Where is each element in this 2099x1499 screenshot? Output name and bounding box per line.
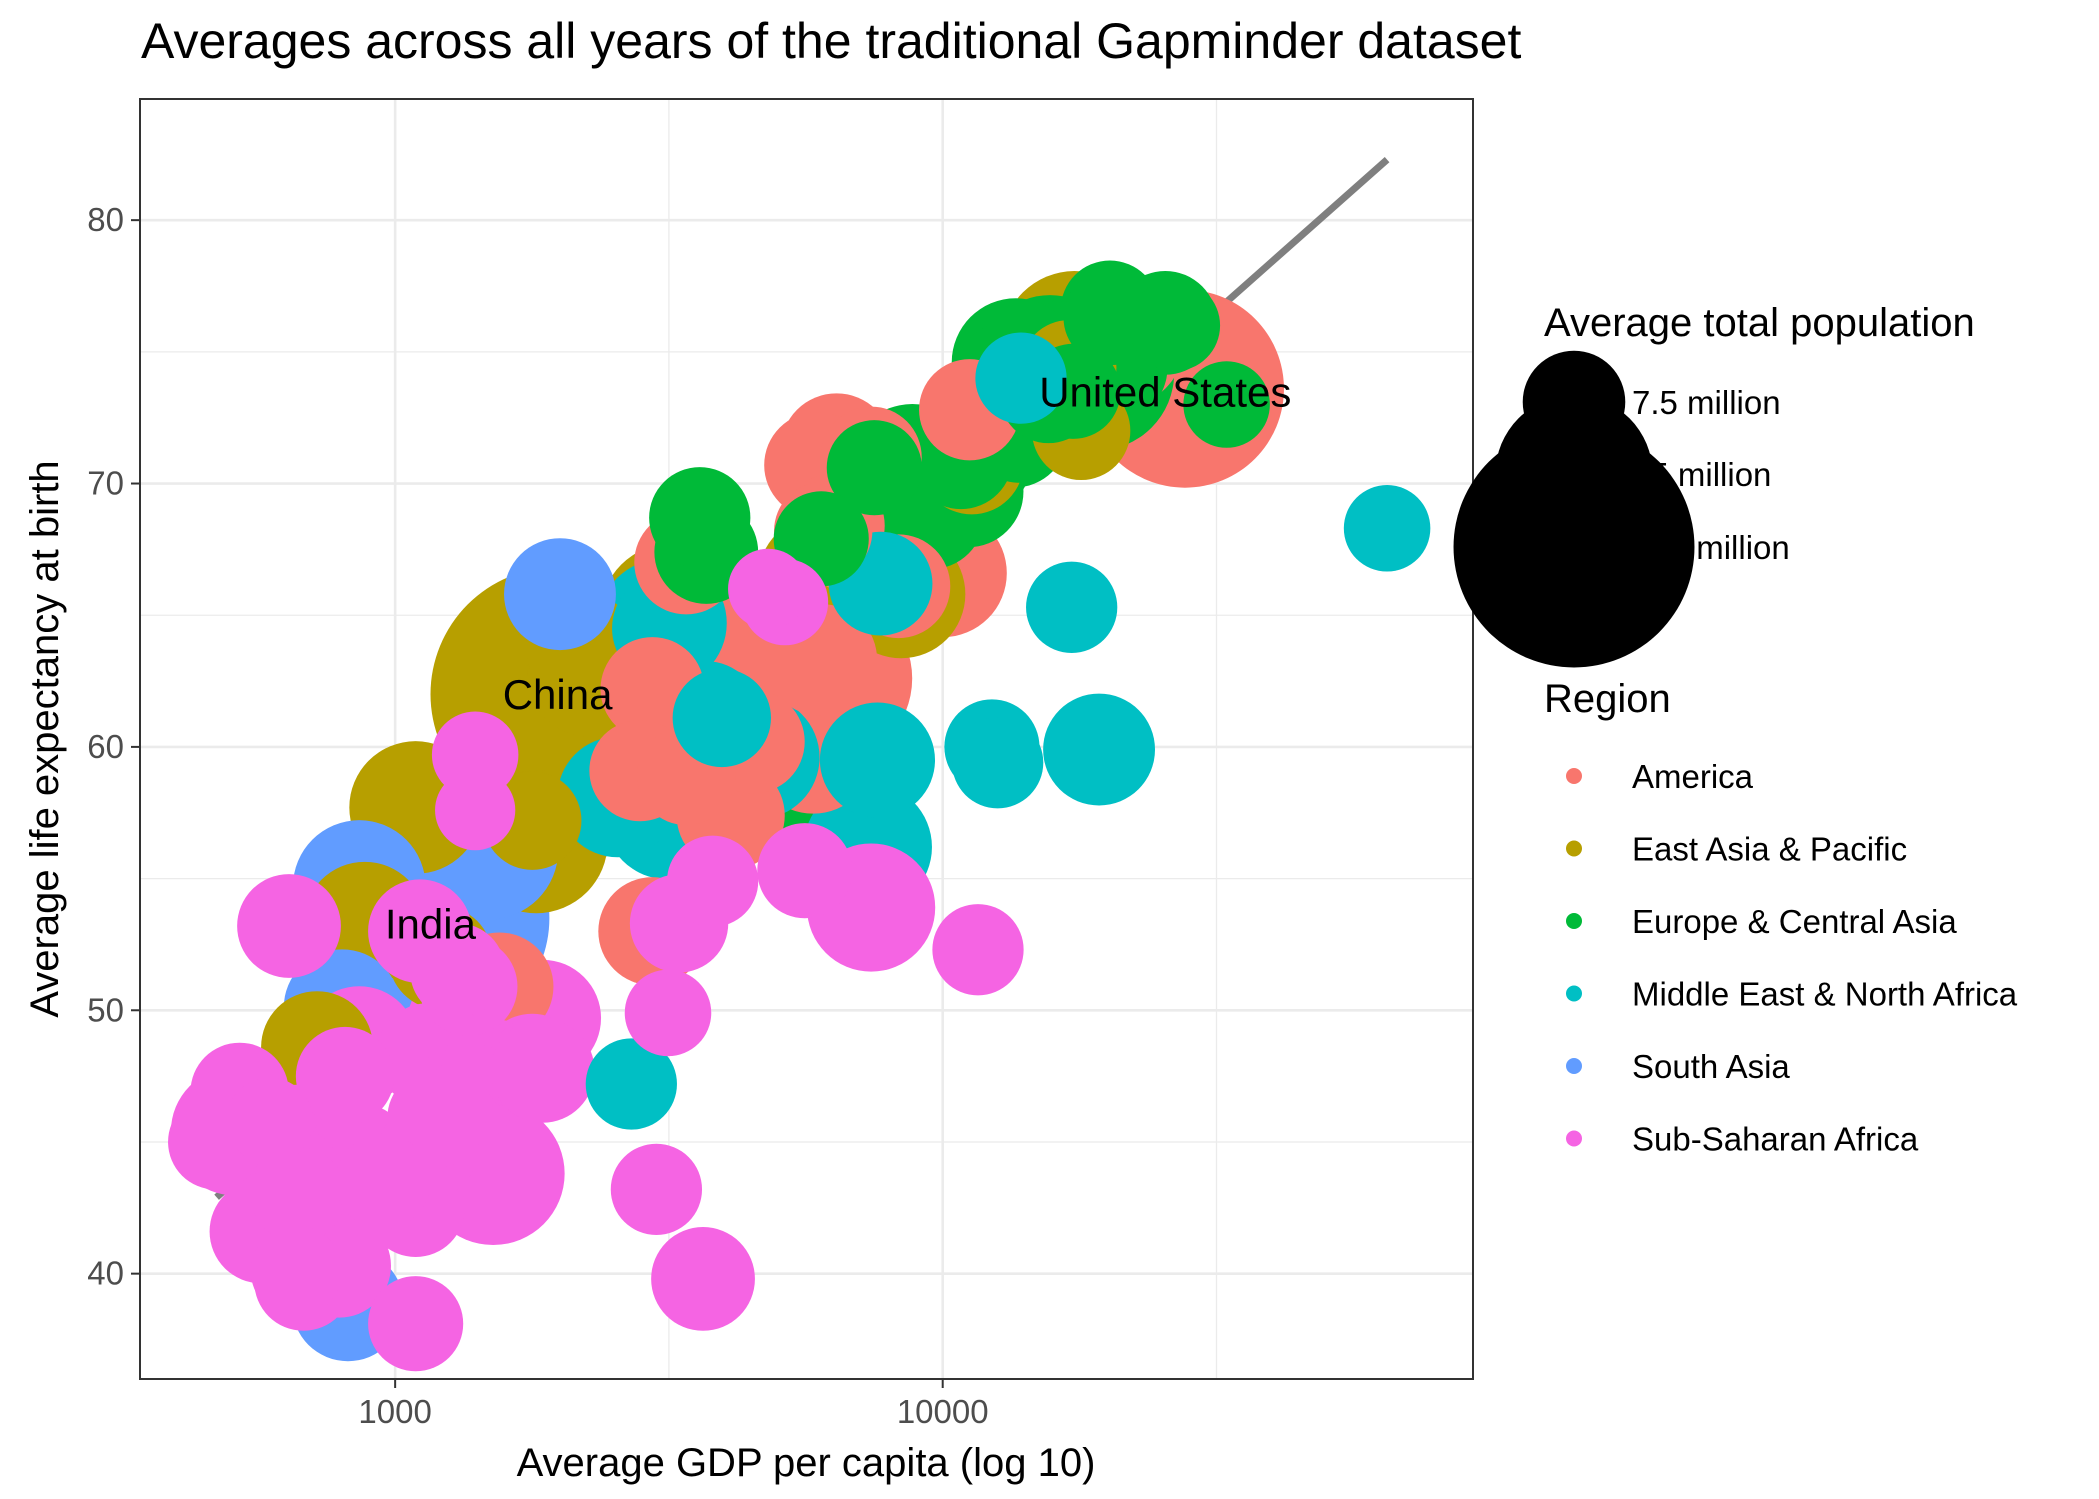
data-point-sub-saharan-africa <box>226 1077 313 1165</box>
color-legend-key <box>1566 1058 1582 1074</box>
size-legend-key <box>1453 426 1695 668</box>
data-point-sub-saharan-africa <box>435 769 516 851</box>
point-annotations: China India United States <box>385 368 1291 947</box>
y-axis-title: Average life expectancy at birth <box>23 460 67 1017</box>
data-point-sub-saharan-africa <box>666 835 759 927</box>
color-legend-label: Europe & Central Asia <box>1632 903 1957 940</box>
color-legend-title: Region <box>1544 677 1671 721</box>
x-axis-title: Average GDP per capita (log 10) <box>517 1441 1096 1485</box>
data-point-europe-central-asia <box>1183 361 1270 448</box>
data-point-middle-east-north-africa <box>1026 561 1118 653</box>
data-point-sub-saharan-africa <box>335 1133 431 1230</box>
y-tick-label: 60 <box>87 728 124 765</box>
x-axis: 1000 10000 <box>358 1379 989 1430</box>
data-point-middle-east-north-africa <box>585 1038 677 1130</box>
point-label: United States <box>1039 368 1291 415</box>
data-point-middle-east-north-africa <box>952 717 1044 809</box>
data-points <box>168 260 1431 1372</box>
data-point-middle-east-north-africa <box>975 332 1067 424</box>
y-tick-label: 70 <box>87 465 124 502</box>
point-label: China <box>503 671 613 718</box>
color-legend-key <box>1566 840 1582 857</box>
data-point-europe-central-asia <box>649 467 751 569</box>
x-tick-label: 1000 <box>358 1393 431 1430</box>
data-point-sub-saharan-africa <box>932 904 1024 996</box>
plot-panel: China India United States <box>139 98 1474 1380</box>
y-axis: 40 50 60 70 80 <box>87 201 140 1292</box>
data-point-middle-east-north-africa <box>819 702 936 818</box>
point-label: India <box>385 900 477 947</box>
data-point-sub-saharan-africa <box>651 1227 755 1331</box>
data-point-sub-saharan-africa <box>250 1147 346 1243</box>
color-legend-key <box>1566 1130 1582 1147</box>
y-tick-label: 50 <box>87 991 124 1028</box>
data-point-middle-east-north-africa <box>1343 485 1431 572</box>
data-point-south-asia <box>504 538 616 651</box>
size-legend-label: 750 million <box>1632 529 1790 566</box>
data-point-sub-saharan-africa <box>728 548 809 630</box>
y-tick-label: 40 <box>87 1255 124 1292</box>
color-legend-label: America <box>1632 758 1754 795</box>
data-point-europe-central-asia <box>826 420 922 516</box>
chart-title: Averages across all years of the traditi… <box>141 13 1521 69</box>
data-point-sub-saharan-africa <box>368 1276 464 1372</box>
y-tick-label: 80 <box>87 201 124 238</box>
data-point-middle-east-north-africa <box>672 668 772 768</box>
color-legend-label: Middle East & North Africa <box>1632 976 2018 1013</box>
size-legend-label: 7.5 million <box>1632 384 1781 421</box>
color-legend-key <box>1566 985 1582 1002</box>
data-point-sub-saharan-africa <box>490 1018 595 1123</box>
data-point-middle-east-north-africa <box>1043 693 1156 806</box>
data-point-sub-saharan-africa <box>237 874 341 978</box>
data-point-sub-saharan-africa <box>624 969 712 1057</box>
color-legend-key <box>1566 768 1582 784</box>
color-legend-label: South Asia <box>1632 1048 1790 1085</box>
data-point-sub-saharan-africa <box>413 925 505 1017</box>
color-legend-label: Sub-Saharan Africa <box>1632 1121 1919 1158</box>
x-tick-label: 10000 <box>897 1393 989 1430</box>
data-point-sub-saharan-africa <box>295 1026 395 1126</box>
data-point-sub-saharan-africa <box>610 1143 703 1236</box>
data-point-europe-central-asia <box>1128 279 1221 372</box>
data-point-sub-saharan-africa <box>387 1069 486 1168</box>
data-point-sub-saharan-africa <box>757 823 853 919</box>
color-legend-key <box>1566 913 1582 929</box>
size-legend-title: Average total population <box>1544 301 1975 345</box>
data-point-sub-saharan-africa <box>250 1225 342 1317</box>
color-legend: Region America East Asia & Pacific Europe … <box>1544 677 2018 1158</box>
panel-border <box>139 98 1474 1380</box>
color-legend-label: East Asia & Pacific <box>1632 831 1907 868</box>
